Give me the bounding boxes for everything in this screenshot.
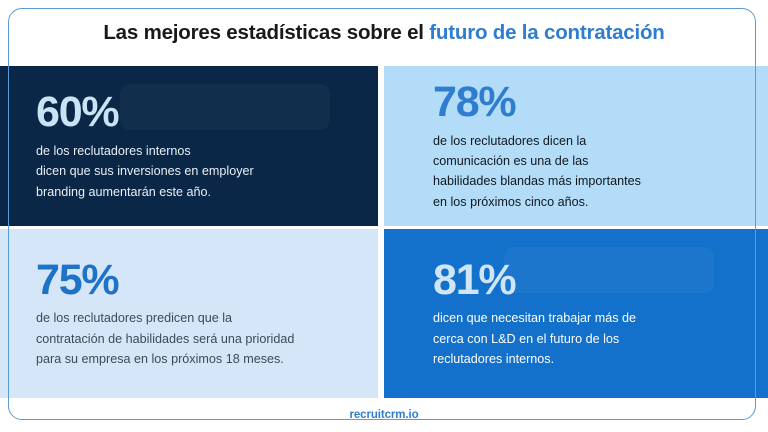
stat-description-78: de los reclutadores dicen la comunicació…: [433, 133, 641, 209]
stat-description-75: de los reclutadores predicen que la cont…: [36, 311, 295, 367]
stat-card-content: 60% de los reclutadores internos dicen q…: [0, 90, 378, 202]
footer-bar: recruitcrm.io: [0, 398, 768, 432]
stat-card-content: 78% de los reclutadores dicen la comunic…: [384, 80, 768, 212]
stat-card-78: 78% de los reclutadores dicen la comunic…: [384, 66, 768, 229]
stat-description-81: dicen que necesitan trabajar más de cerc…: [433, 311, 637, 367]
stat-number-78: 78%: [433, 77, 517, 126]
stat-number-60: 60%: [36, 88, 120, 137]
header-bar: Las mejores estadísticas sobre el futuro…: [0, 0, 768, 66]
brand-wordmark[interactable]: recruitcrm.io: [349, 409, 419, 421]
stat-description-60: de los reclutadores internos dicen que s…: [36, 143, 254, 199]
stat-grid: 60% de los reclutadores internos dicen q…: [0, 66, 768, 398]
stat-number-81: 81%: [433, 255, 517, 304]
stat-card-content: 81% dicen que necesitan trabajar más de …: [384, 255, 768, 370]
stat-card-75: 75% de los reclutadores predicen que la …: [0, 229, 384, 398]
stat-card-60: 60% de los reclutadores internos dicen q…: [0, 66, 384, 229]
stat-card-content: 75% de los reclutadores predicen que la …: [0, 255, 378, 370]
page-title: Las mejores estadísticas sobre el futuro…: [103, 20, 665, 44]
stat-number-75: 75%: [36, 255, 120, 304]
page-title-highlight: futuro de la contratación: [429, 20, 665, 44]
stat-card-81: 81% dicen que necesitan trabajar más de …: [384, 229, 768, 398]
page-title-lead: Las mejores estadísticas sobre el: [103, 20, 430, 44]
